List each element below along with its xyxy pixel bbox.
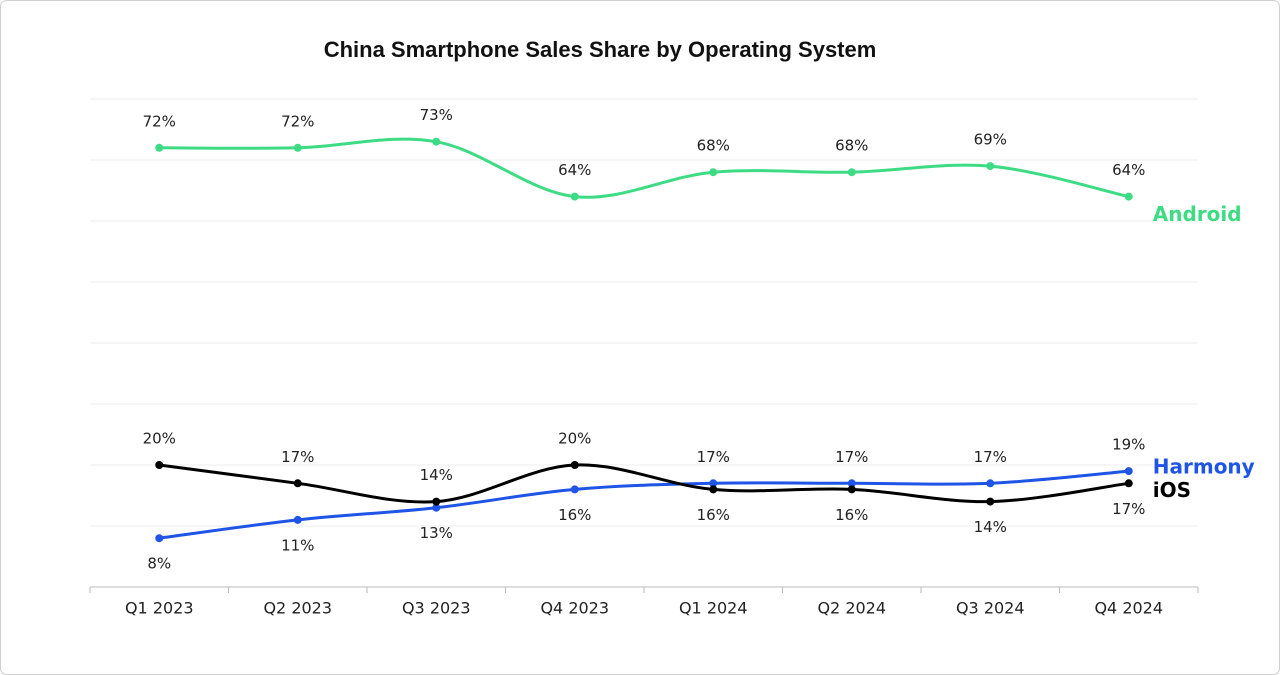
data-point <box>986 497 995 506</box>
value-label: 72% <box>143 112 176 130</box>
value-label: 11% <box>281 536 314 554</box>
data-point <box>570 485 579 494</box>
chart-title: China Smartphone Sales Share by Operatin… <box>324 37 877 62</box>
data-point <box>986 162 995 171</box>
data-point <box>155 534 164 543</box>
data-point <box>709 479 718 488</box>
data-point <box>1124 467 1133 476</box>
x-tick-label: Q4 2024 <box>1094 599 1163 618</box>
data-point <box>293 515 302 524</box>
value-label: 14% <box>420 466 453 484</box>
data-point <box>155 461 164 469</box>
value-label: 17% <box>835 448 868 466</box>
x-tick-label: Q1 2024 <box>679 599 748 618</box>
data-point <box>986 479 995 488</box>
data-point <box>847 485 856 494</box>
value-label: 13% <box>420 524 453 542</box>
data-point <box>432 503 441 512</box>
series-line <box>159 469 1129 540</box>
data-point <box>847 479 856 488</box>
series-line <box>159 463 1129 504</box>
data-point <box>155 143 164 152</box>
value-label: 17% <box>697 448 730 466</box>
value-label: 20% <box>143 430 176 448</box>
data-point <box>570 192 579 201</box>
value-label: 73% <box>420 106 453 124</box>
value-label: 64% <box>1112 161 1145 179</box>
x-tick-label: Q4 2023 <box>540 599 609 618</box>
x-tick-label: Q2 2024 <box>817 599 886 618</box>
x-tick-label: Q1 2023 <box>125 599 194 618</box>
series-label: Harmony <box>1153 455 1255 479</box>
value-label: 8% <box>147 555 171 573</box>
data-point <box>293 143 302 152</box>
value-label: 20% <box>558 430 591 448</box>
value-label: 17% <box>281 448 314 466</box>
value-label: 17% <box>1112 500 1145 518</box>
value-label: 68% <box>697 137 730 155</box>
data-point <box>1124 479 1133 488</box>
value-label: 64% <box>558 161 591 179</box>
data-point <box>432 137 441 146</box>
value-label: 69% <box>974 131 1007 149</box>
value-label: 16% <box>835 506 868 524</box>
value-label: 16% <box>697 506 730 524</box>
data-point <box>709 168 718 177</box>
series-line <box>159 137 1130 199</box>
x-tick-label: Q3 2023 <box>402 599 471 618</box>
value-label: 72% <box>281 112 314 130</box>
value-label: 14% <box>974 518 1007 536</box>
value-label: 19% <box>1112 436 1145 454</box>
data-point <box>570 461 579 469</box>
value-label: 16% <box>558 506 591 524</box>
series-label: Android <box>1153 202 1242 226</box>
series-label: iOS <box>1153 478 1191 502</box>
value-label: 17% <box>974 448 1007 466</box>
x-tick-label: Q2 2023 <box>263 599 332 618</box>
data-point <box>709 485 718 494</box>
data-point <box>1124 192 1133 201</box>
x-tick-label: Q3 2024 <box>956 599 1025 618</box>
data-point <box>293 479 302 488</box>
data-point <box>847 168 856 177</box>
value-label: 68% <box>835 137 868 155</box>
data-point <box>432 497 441 506</box>
